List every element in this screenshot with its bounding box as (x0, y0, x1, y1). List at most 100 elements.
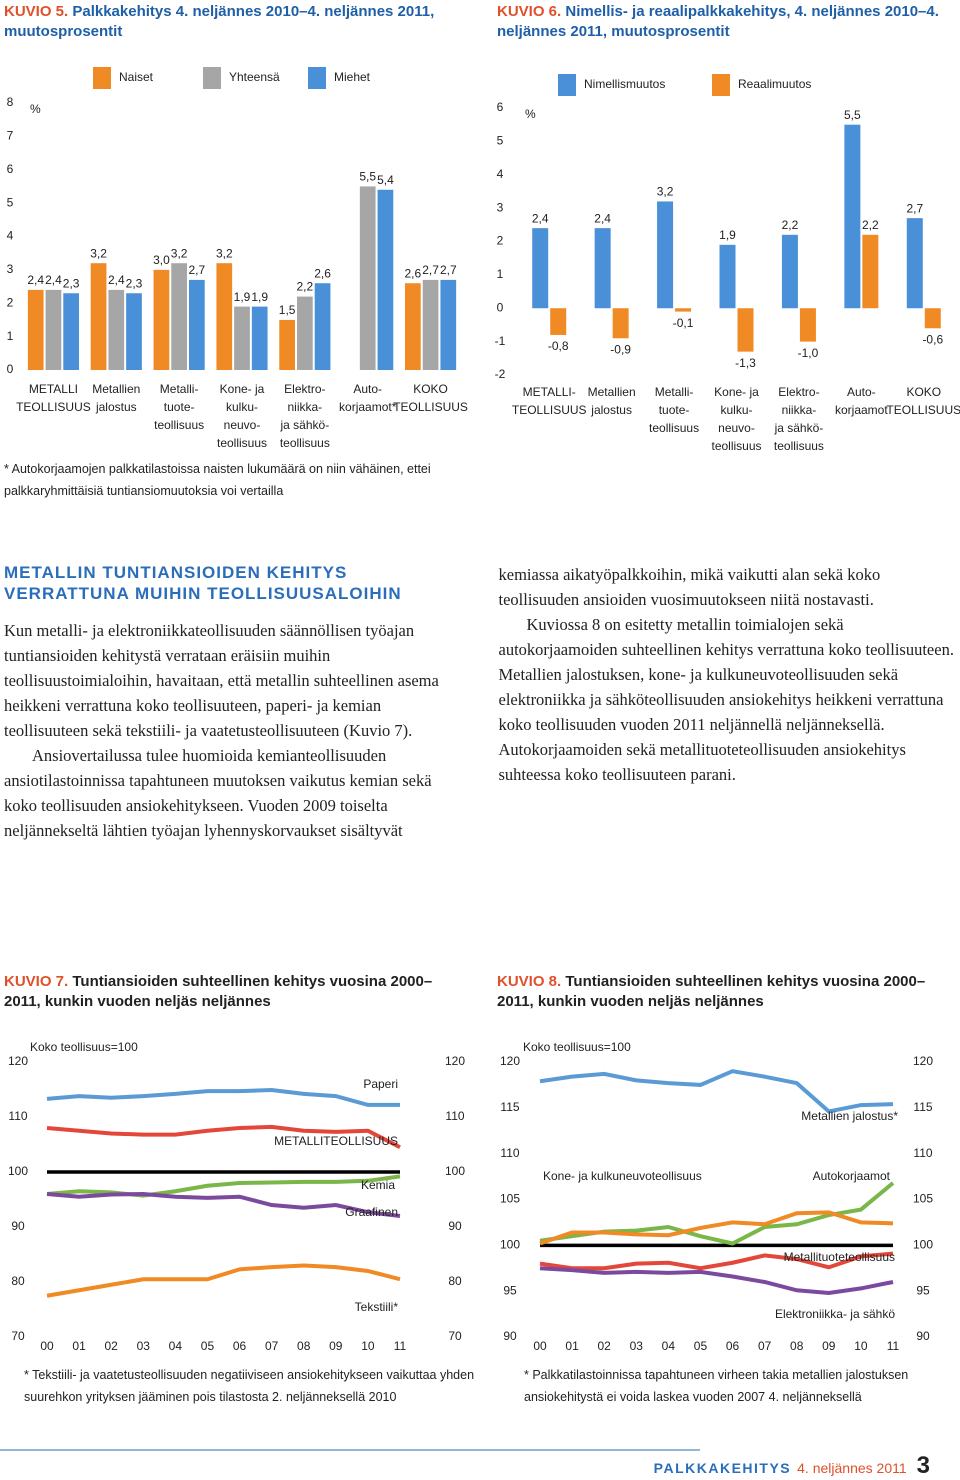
value-label: 2,4 (532, 211, 549, 225)
category-label: teollisuus (649, 421, 699, 435)
y2-tick-label: 100 (913, 1238, 933, 1252)
value-label: 1,9 (251, 290, 268, 304)
bar (781, 234, 798, 309)
value-label: 1,9 (234, 290, 251, 304)
category-label: jalostus (590, 403, 632, 417)
legend-label: Miehet (334, 70, 371, 84)
category-label: TEOLLISUUS (393, 400, 468, 414)
value-label: 2,3 (63, 276, 80, 290)
category-label: TEOLLISUUS (512, 403, 587, 417)
value-label: 2,4 (108, 273, 125, 287)
bar (657, 201, 674, 309)
category-label: neuvo- (718, 421, 755, 435)
y-tick-label: -2 (495, 367, 506, 381)
chart-note: * Palkkatilastoinnissa tapahtuneen virhe… (524, 1368, 909, 1404)
unit-label: % (30, 102, 41, 116)
y-tick-label: 105 (500, 1192, 520, 1206)
bar (108, 289, 125, 370)
chart: 70 70 80 80 90 90 100 100 110 110 120 120 00 01 02 03 04… (8, 1040, 465, 1353)
value-label: 3,2 (90, 246, 107, 260)
chart-title: KUVIO 6. Nimellis- ja reaalipalkkakehity… (497, 2, 952, 42)
heading: METALLIN TUNTIANSIOIDEN KEHITYS VERRATTU… (4, 563, 402, 603)
x-tick-label: 10 (361, 1339, 375, 1353)
legend-swatch (558, 74, 576, 96)
value-label: -1,3 (735, 356, 756, 370)
y2-tick-label: 110 (445, 1109, 464, 1123)
series-label: Koko teollisuus=100 (523, 1040, 631, 1054)
legend-label: Naiset (119, 70, 154, 84)
value-label: 2,3 (126, 276, 143, 290)
y-tick-label: 6 (497, 100, 504, 114)
bar (216, 263, 233, 370)
y-tick-label: 4 (7, 229, 14, 243)
figure-label: KUVIO 7. (4, 973, 69, 990)
value-label: 1,5 (279, 303, 296, 317)
y-tick-label: 120 (8, 1054, 28, 1068)
category-label: Kone- ja (220, 382, 265, 396)
bar (171, 263, 187, 370)
y2-tick-label: 95 (916, 1283, 930, 1297)
bar (906, 218, 923, 309)
article: METALLIN TUNTIANSIOIDEN KEHITYS VERRATTU… (4, 562, 956, 862)
series-label: Elektroniikka- ja sähkö (775, 1307, 895, 1321)
y-tick-label: 90 (11, 1219, 25, 1233)
category-label: tuote- (659, 403, 690, 417)
category-label: neuvo- (224, 418, 261, 432)
y-tick-label: 3 (7, 262, 14, 276)
y-tick-label: 0 (7, 362, 14, 376)
x-tick-label: 06 (726, 1339, 740, 1353)
category-label: kulku- (720, 403, 752, 417)
bar (126, 293, 142, 370)
bar (612, 308, 629, 339)
bar (234, 306, 250, 370)
y-tick-label: 0 (497, 300, 504, 314)
y-tick-label: 110 (8, 1109, 27, 1123)
y-tick-label: 80 (11, 1274, 25, 1288)
line-series (46, 1263, 401, 1298)
y-tick-label: 1 (497, 267, 504, 281)
x-tick-label: 11 (394, 1339, 407, 1353)
value-label: 3,2 (171, 246, 188, 260)
line-series (46, 1088, 400, 1107)
category-label: kulku- (226, 400, 258, 414)
x-tick-label: 06 (233, 1339, 247, 1353)
category-label: Metallien (92, 382, 140, 396)
rule (0, 1449, 700, 1451)
title: Tuntiansioiden suhteellinen kehitys vuos… (4, 973, 433, 1010)
bar (532, 228, 549, 309)
x-tick-label: 05 (201, 1339, 215, 1353)
bar (45, 289, 62, 370)
category-label: teollisuus (154, 418, 204, 432)
value-label: 3,2 (657, 185, 674, 199)
bar (297, 296, 313, 370)
chart-note: * Tekstiili- ja vaatetusteollisuuden neg… (24, 1368, 475, 1404)
series-label: Autokorjaamot (813, 1169, 891, 1183)
line-series (539, 1251, 894, 1271)
bar (153, 269, 170, 370)
chart-title: KUVIO 7. Tuntiansioiden suhteellinen keh… (4, 972, 459, 1012)
x-tick-label: 08 (297, 1339, 311, 1353)
series-label: Kemia (361, 1178, 395, 1192)
value-label: 5,5 (359, 170, 376, 184)
category-label: Metalli- (655, 385, 694, 399)
series-label: METALLITEOLLISUUS (274, 1134, 398, 1148)
legend-swatch (308, 67, 326, 89)
category-label: Elektro- (284, 382, 325, 396)
page-number: 3 (916, 1452, 930, 1479)
category-label: TEOLLISUUS (16, 400, 91, 414)
bar (550, 308, 567, 335)
category-label: METALLI (29, 382, 78, 396)
title: Tuntiansioiden suhteellinen kehitys vuos… (497, 973, 926, 1010)
y-tick-label: 6 (7, 162, 14, 176)
category-label: teollisuus (711, 439, 761, 453)
legend-swatch (93, 67, 111, 89)
series-label: Paperi (363, 1077, 398, 1091)
y2-tick-label: 100 (445, 1164, 465, 1178)
value-label: 2,2 (297, 280, 314, 294)
bar (189, 279, 205, 370)
y-tick-label: 100 (8, 1164, 28, 1178)
paragraph: Kun metalli- ja elektroniikkateollisuude… (4, 621, 439, 740)
y2-tick-label: 120 (445, 1054, 465, 1068)
